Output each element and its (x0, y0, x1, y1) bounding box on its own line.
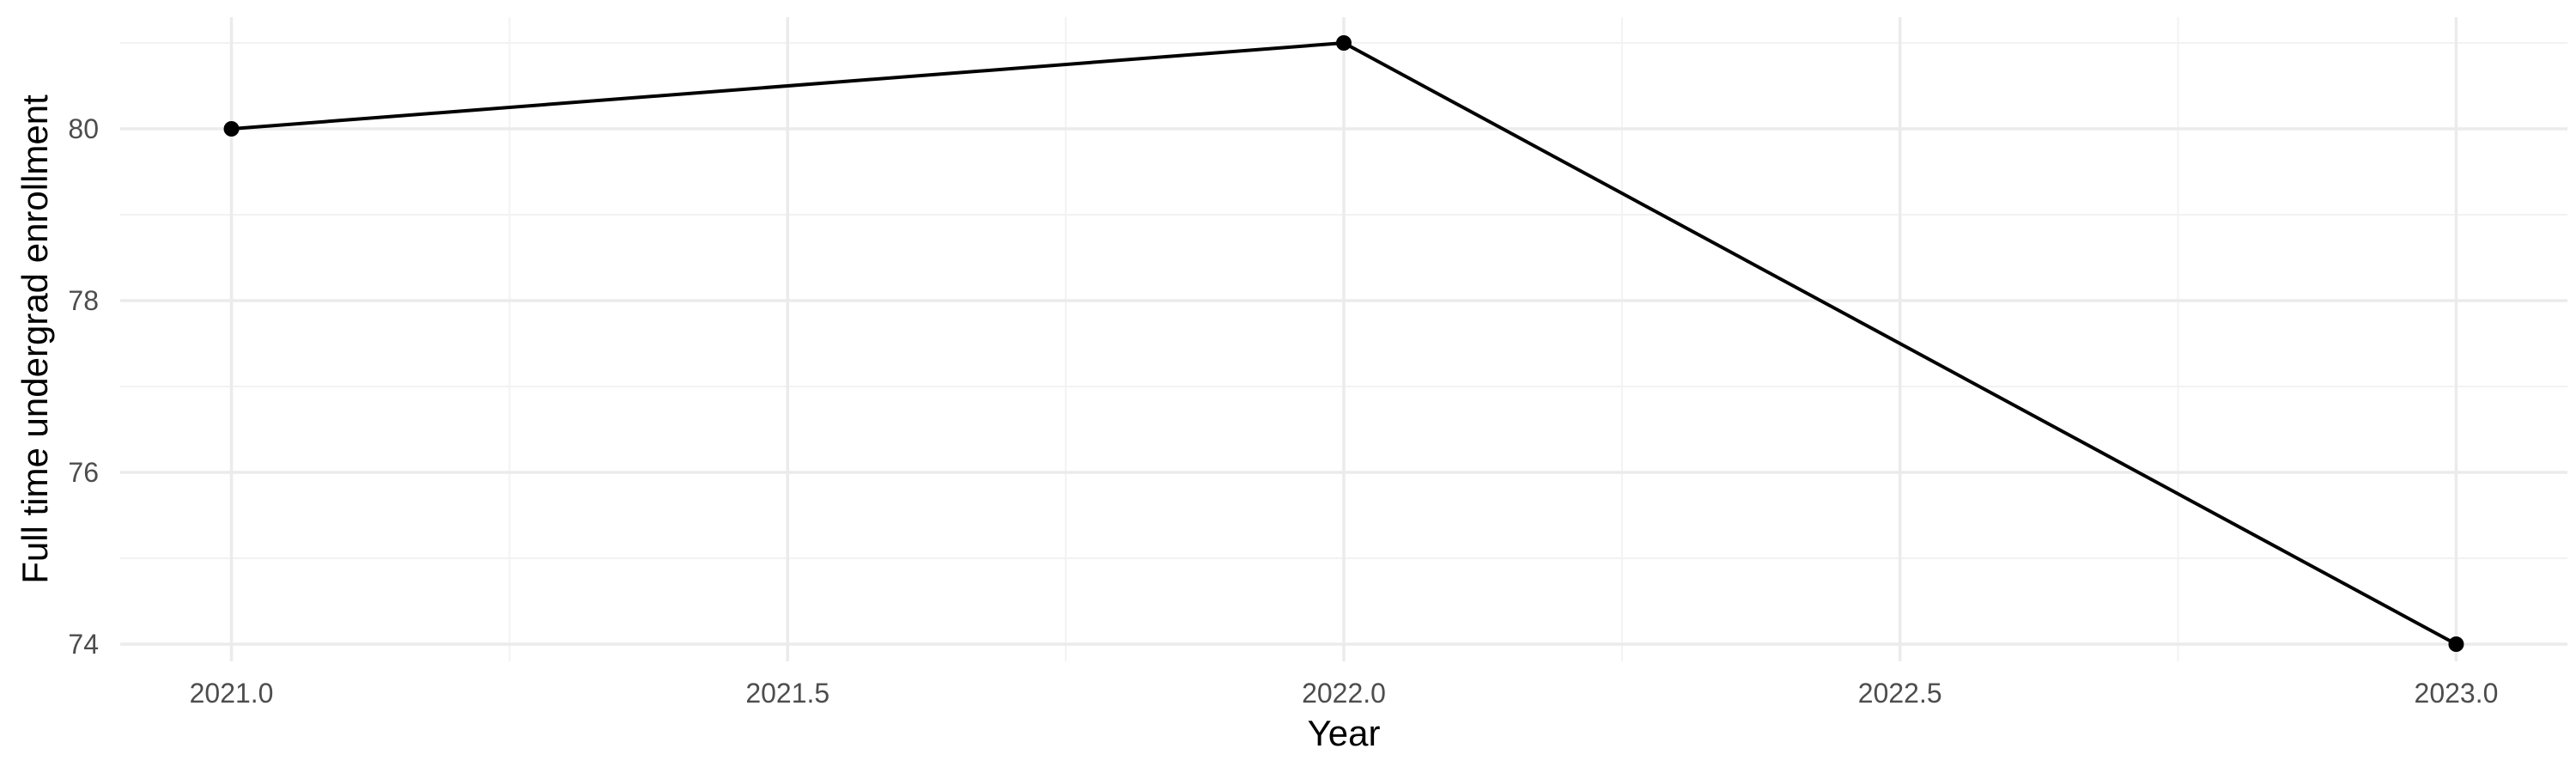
x-tick-label: 2021.5 (745, 678, 829, 709)
y-tick-label: 80 (68, 113, 99, 144)
x-tick-label: 2022.0 (1302, 678, 1386, 709)
y-tick-label: 78 (68, 285, 99, 316)
x-tick-label: 2021.0 (190, 678, 274, 709)
y-tick-label: 76 (68, 457, 99, 488)
axes: 2021.0 2021.5 2022.0 2022.5 2023.0 74 76 78 80 (68, 113, 2498, 709)
data-point (1336, 35, 1352, 51)
y-tick-label: 74 (68, 629, 99, 660)
y-axis-title: Full time undergrad enrollment (15, 94, 55, 584)
x-axis-title: Year (1308, 713, 1381, 753)
x-tick-label: 2023.0 (2415, 678, 2499, 709)
data-point (2448, 636, 2464, 652)
data-point (223, 121, 240, 137)
series (223, 35, 2464, 652)
x-tick-label: 2022.5 (1858, 678, 1942, 709)
grid (120, 17, 2567, 661)
